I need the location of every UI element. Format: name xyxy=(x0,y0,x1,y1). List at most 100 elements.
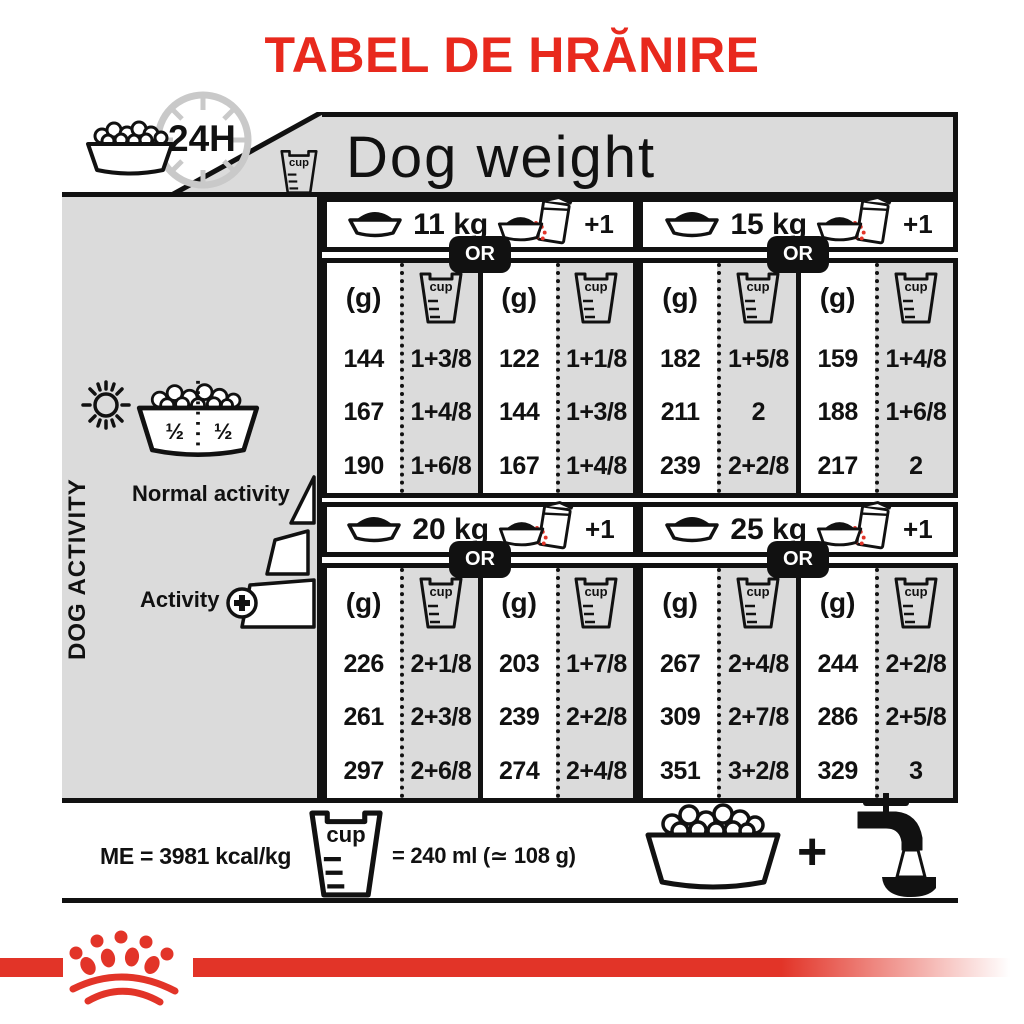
ration-value: 3 xyxy=(909,756,923,785)
weight-header: 25 kg +1 OR xyxy=(638,501,958,578)
plus-one-pouch-label: +1 xyxy=(585,514,615,544)
svg-text:cup: cup xyxy=(904,584,927,599)
cup-icon: cup xyxy=(308,808,384,905)
plus-circle-icon xyxy=(226,587,258,619)
cup-column: cup 1+3/8 1+4/8 1+6/8 xyxy=(400,263,478,493)
cup-icon: cup xyxy=(309,810,383,898)
ration-value: 1+6/8 xyxy=(410,451,472,480)
page-title: TABEL DE HRĂNIRE xyxy=(264,27,760,83)
weight-section-11kg: 11 kg +1 OR (g) 144 167 190 cup 1+3/8 1+4/8 1… xyxy=(322,195,638,499)
svg-text:cup: cup xyxy=(429,279,452,294)
dog-weight-value: 11 kg xyxy=(413,207,489,241)
wet-food-pouch-icon xyxy=(498,196,573,245)
header-divider xyxy=(62,192,958,197)
grams-column: (g) 159 188 217 xyxy=(795,263,875,493)
dog-weight-value: 15 kg xyxy=(730,207,808,241)
ration-table: (g) 267 309 351 cup 2+4/8 2+7/8 3+2/8 (g) 244 28… xyxy=(638,563,958,803)
cup-icon: cup xyxy=(419,272,463,324)
activity-plus-label: Activity xyxy=(140,587,220,612)
ration-value: 2+2/8 xyxy=(565,703,627,732)
weight-section-20kg: 20 kg +1 OR (g) 226 261 297 cup 2+1/8 2+3/8 2… xyxy=(322,500,638,804)
cup-icon: cup xyxy=(404,263,477,333)
grams-column-header: (g) xyxy=(345,282,382,313)
ration-value: 329 xyxy=(817,756,859,785)
wet-food-pouch-icon xyxy=(498,500,576,559)
ration-value: 2+6/8 xyxy=(410,756,472,785)
ration-value: 2+1/8 xyxy=(410,650,472,679)
wet-food-pouch-icon xyxy=(497,195,575,254)
ration-value: 144 xyxy=(499,398,540,427)
food-bowl-icon xyxy=(346,206,404,243)
ration-value: 2 xyxy=(909,451,923,480)
cup-icon: cup xyxy=(894,577,938,629)
svg-text:cup: cup xyxy=(904,279,927,294)
grams-column-header: (g) xyxy=(345,587,382,618)
cup-column: cup 1+4/8 1+6/8 2 xyxy=(874,263,953,493)
ration-value: 167 xyxy=(499,451,540,480)
grams-column: (g) 144 167 190 xyxy=(327,263,400,493)
cup-icon: cup xyxy=(736,272,780,324)
grams-column-header: (g) xyxy=(819,282,856,313)
cup-icon: cup xyxy=(574,577,618,629)
food-bowl-icon xyxy=(348,212,402,238)
ration-value: 2+5/8 xyxy=(885,703,947,732)
ration-value: 239 xyxy=(660,451,701,480)
weight-header: 11 kg +1 OR xyxy=(322,195,638,273)
ration-value: 267 xyxy=(660,650,701,679)
grams-column: (g) 267 309 351 xyxy=(643,568,717,798)
cup-icon: cup xyxy=(280,148,318,201)
cup-column: cup 1+5/8 2 2+2/8 xyxy=(717,263,796,493)
brand-bar xyxy=(193,958,1010,977)
weight-section-25kg: 25 kg +1 OR (g) 267 309 351 cup 2+4/8 2+7/8 3… xyxy=(638,501,958,804)
ration-value: 2+4/8 xyxy=(565,756,627,785)
ration-value: 2+3/8 xyxy=(410,703,472,732)
food-bowl-icon xyxy=(663,511,721,548)
ration-value: 1+4/8 xyxy=(410,398,472,427)
cup-icon: cup xyxy=(894,272,938,324)
wet-food-pouch-icon xyxy=(816,195,894,254)
svg-text:cup: cup xyxy=(326,822,365,847)
grams-column: (g) 226 261 297 xyxy=(327,568,400,798)
grams-column-header: (g) xyxy=(662,587,698,618)
cup-icon: cup xyxy=(560,568,633,638)
food-bowl-icon xyxy=(345,511,403,548)
weight-header: 20 kg +1 OR xyxy=(322,500,638,578)
ration-table: (g) 182 211 239 cup 1+5/8 2 2+2/8 (g) 159 188 217… xyxy=(638,258,958,498)
cup-icon: cup xyxy=(721,568,795,638)
cup-icon: cup xyxy=(560,263,633,333)
ration-value: 2+7/8 xyxy=(727,703,789,732)
weight-section-15kg: 15 kg +1 OR (g) 182 211 239 cup 1+5/8 2 2+2/8… xyxy=(638,195,958,499)
plus-one-pouch-label: +1 xyxy=(903,209,933,239)
activity-level-1-shape xyxy=(289,475,316,525)
half-left-label: ½ xyxy=(165,419,184,444)
moon-icon xyxy=(296,387,310,439)
ration-value: 188 xyxy=(817,398,859,427)
cup-column: cup 2+4/8 2+7/8 3+2/8 xyxy=(717,568,796,798)
wet-food-pouch-icon xyxy=(816,501,892,550)
svg-text:cup: cup xyxy=(585,279,608,294)
24h-label: 24H xyxy=(168,118,236,159)
grams-column: (g) 122 144 167 xyxy=(477,263,556,493)
ration-value: 2 xyxy=(751,398,766,427)
svg-text:cup: cup xyxy=(747,584,770,599)
ration-value: 159 xyxy=(817,345,859,374)
cup-icon: cup xyxy=(574,272,618,324)
cup-column: cup 1+7/8 2+2/8 2+4/8 xyxy=(555,568,633,798)
ration-value: 2+2/8 xyxy=(885,650,947,679)
water-faucet-icon xyxy=(857,793,936,901)
half-right-label: ½ xyxy=(214,419,233,444)
dog-weight-title: Dog weight xyxy=(346,124,657,190)
ration-value: 1+5/8 xyxy=(727,345,789,374)
dog-weight-value: 20 kg xyxy=(412,512,490,546)
ration-value: 226 xyxy=(343,650,385,679)
dog-activity-axis-label: DOG ACTIVITY xyxy=(64,478,91,660)
cup-icon: cup xyxy=(721,263,795,333)
wet-food-pouch-icon xyxy=(498,501,574,550)
ration-value: 2+2/8 xyxy=(727,451,789,480)
ration-value: 1+4/8 xyxy=(885,345,947,374)
brand-bar xyxy=(0,958,63,977)
kibble-bowl-icon xyxy=(645,803,781,890)
grams-column: (g) 203 239 274 xyxy=(477,568,556,798)
sun-icon xyxy=(81,380,131,430)
ration-value: 167 xyxy=(343,398,385,427)
